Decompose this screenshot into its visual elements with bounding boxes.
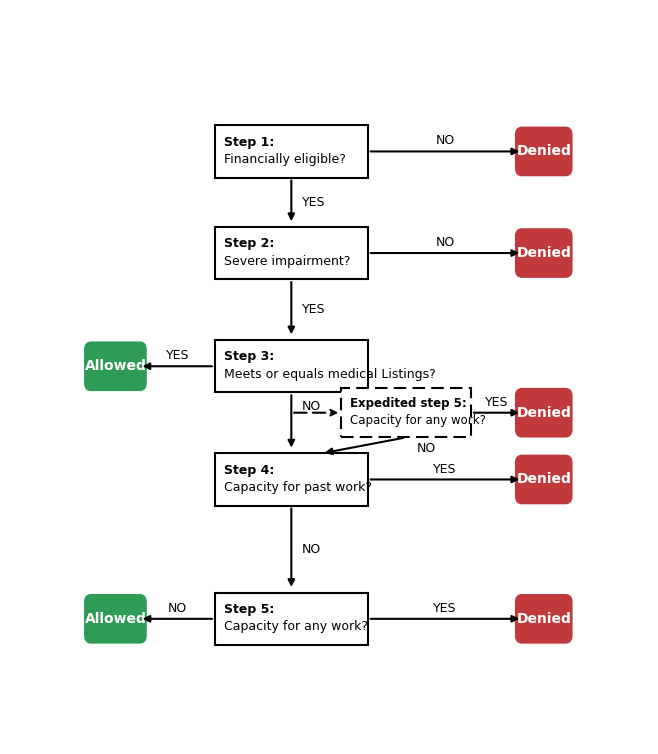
Bar [215, 125, 368, 178]
Text: Step 4:: Step 4: [224, 464, 274, 477]
Text: Financially eligible?: Financially eligible? [224, 153, 346, 166]
Text: NO: NO [436, 236, 455, 249]
Text: Denied: Denied [517, 406, 571, 420]
FancyBboxPatch shape [516, 595, 572, 642]
FancyBboxPatch shape [516, 455, 572, 503]
Text: Allowed: Allowed [84, 611, 146, 626]
Text: Denied: Denied [517, 473, 571, 486]
FancyBboxPatch shape [85, 595, 145, 642]
Text: YES: YES [485, 396, 509, 409]
Text: NO: NO [168, 602, 187, 615]
Text: Allowed: Allowed [84, 359, 146, 373]
Bar [215, 340, 368, 392]
Text: NO: NO [436, 134, 455, 148]
Text: Step 5:: Step 5: [224, 603, 274, 616]
Bar [215, 227, 368, 279]
Text: Denied: Denied [517, 145, 571, 158]
Text: Step 2:: Step 2: [224, 238, 274, 250]
Text: YES: YES [165, 349, 189, 363]
Text: NO: NO [301, 400, 321, 413]
Text: Capacity for any work?: Capacity for any work? [224, 621, 368, 633]
Text: Expedited step 5:: Expedited step 5: [350, 397, 467, 410]
Text: Denied: Denied [517, 611, 571, 626]
Bar [215, 593, 368, 645]
Text: Capacity for past work?: Capacity for past work? [224, 481, 372, 494]
FancyBboxPatch shape [516, 229, 572, 277]
Text: Step 1:: Step 1: [224, 136, 274, 149]
FancyBboxPatch shape [516, 389, 572, 437]
FancyBboxPatch shape [516, 127, 572, 175]
Text: Capacity for any work?: Capacity for any work? [350, 415, 486, 428]
Bar [341, 388, 471, 437]
Bar [215, 453, 368, 506]
Text: NO: NO [417, 443, 436, 455]
Text: YES: YES [301, 303, 325, 316]
Text: YES: YES [433, 462, 457, 476]
Text: YES: YES [301, 196, 325, 209]
Text: Severe impairment?: Severe impairment? [224, 255, 351, 268]
FancyBboxPatch shape [85, 342, 145, 390]
Text: NO: NO [301, 543, 321, 556]
Text: YES: YES [433, 602, 457, 615]
Text: Meets or equals medical Listings?: Meets or equals medical Listings? [224, 368, 436, 381]
Text: Step 3:: Step 3: [224, 351, 274, 363]
Text: Denied: Denied [517, 246, 571, 260]
